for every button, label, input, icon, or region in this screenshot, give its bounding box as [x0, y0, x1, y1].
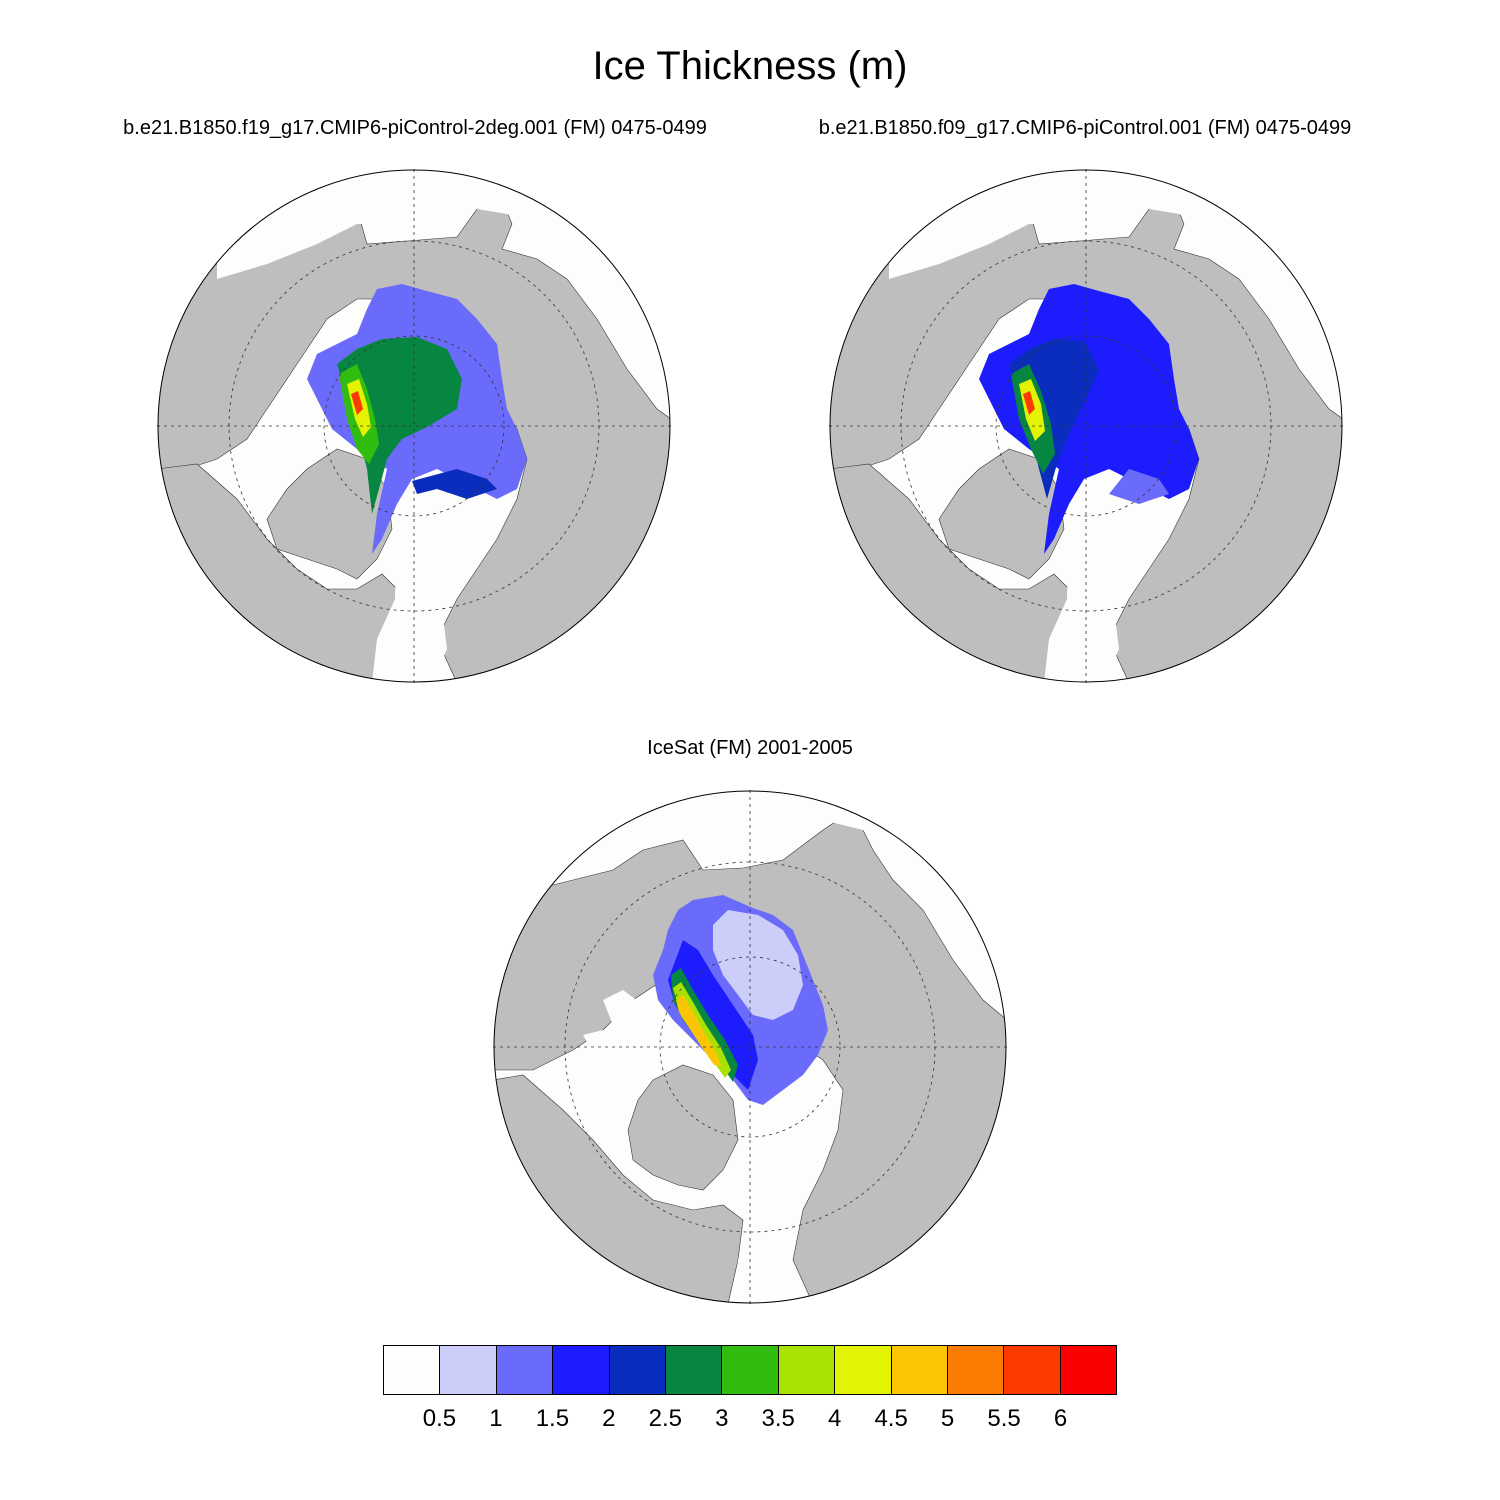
colorbar-swatch [384, 1346, 441, 1394]
colorbar-swatch [778, 1346, 836, 1394]
colorbar-swatch [496, 1346, 554, 1394]
colorbar-tick-label: 4 [828, 1405, 842, 1432]
colorbar-tick-label: 5.5 [987, 1405, 1021, 1432]
ice-thin-region [713, 910, 803, 1020]
open-ocean-atlantic [1044, 479, 1179, 682]
colorbar-tick-label: 6 [1053, 1405, 1068, 1432]
colorbar-swatch [947, 1346, 1005, 1394]
colorbar-tick-label: 3.5 [761, 1405, 795, 1432]
polar-map-icesat [493, 790, 1007, 1304]
open-ocean-atlantic [372, 479, 507, 682]
colorbar [383, 1345, 1117, 1395]
colorbar-swatch [835, 1346, 892, 1394]
colorbar-tick-label: 2.5 [648, 1405, 682, 1432]
gridline-lat-80 [323, 335, 505, 517]
land-eurasia [158, 198, 670, 682]
ice-max [676, 995, 721, 1066]
ice-peak [351, 391, 363, 415]
ice-fringe [1109, 469, 1169, 504]
colorbar-tick-label: 4.5 [874, 1405, 908, 1432]
ice-mid [668, 940, 758, 1090]
colorbar-swatch [722, 1346, 779, 1394]
colorbar-tick-label: 5 [940, 1405, 955, 1432]
colorbar-swatch [609, 1346, 666, 1394]
colorbar-swatch [553, 1346, 610, 1394]
land-eurasia [830, 198, 1342, 682]
colorbar-swatch [665, 1346, 723, 1394]
page-title: Ice Thickness (m) [592, 44, 908, 88]
ice-peak [1023, 391, 1035, 415]
polar-map-model-1deg [829, 169, 1343, 683]
colorbar-swatch [891, 1346, 948, 1394]
colorbar-tick-label: 0.5 [422, 1405, 457, 1432]
colorbar-swatch [1004, 1346, 1061, 1394]
canadian-archipelago-channels [583, 990, 671, 1052]
ice-shelf [412, 469, 497, 499]
colorbar-tick-label: 2 [602, 1405, 616, 1432]
colorbar-swatch [440, 1346, 497, 1394]
colorbar-tick-label: 1 [489, 1405, 503, 1432]
colorbar-tick-label: 3 [715, 1405, 729, 1432]
open-ocean-atlantic [733, 1090, 833, 1303]
panel-title-bottom: IceSat (FM) 2001-2005 [647, 737, 853, 759]
gridline-lat-80 [995, 335, 1177, 517]
colorbar-swatch [1060, 1346, 1117, 1394]
panel-title-left: b.e21.B1850.f19_g17.CMIP6-piControl-2deg… [123, 117, 707, 139]
panel-title-right: b.e21.B1850.f09_g17.CMIP6-piControl.001 … [818, 117, 1352, 139]
colorbar-tick-label: 1.5 [535, 1405, 570, 1432]
gridline-lat-80 [659, 956, 841, 1138]
polar-map-model-2deg [157, 169, 671, 683]
ice-thick-core [337, 337, 462, 514]
land-greenland [627, 1064, 739, 1191]
